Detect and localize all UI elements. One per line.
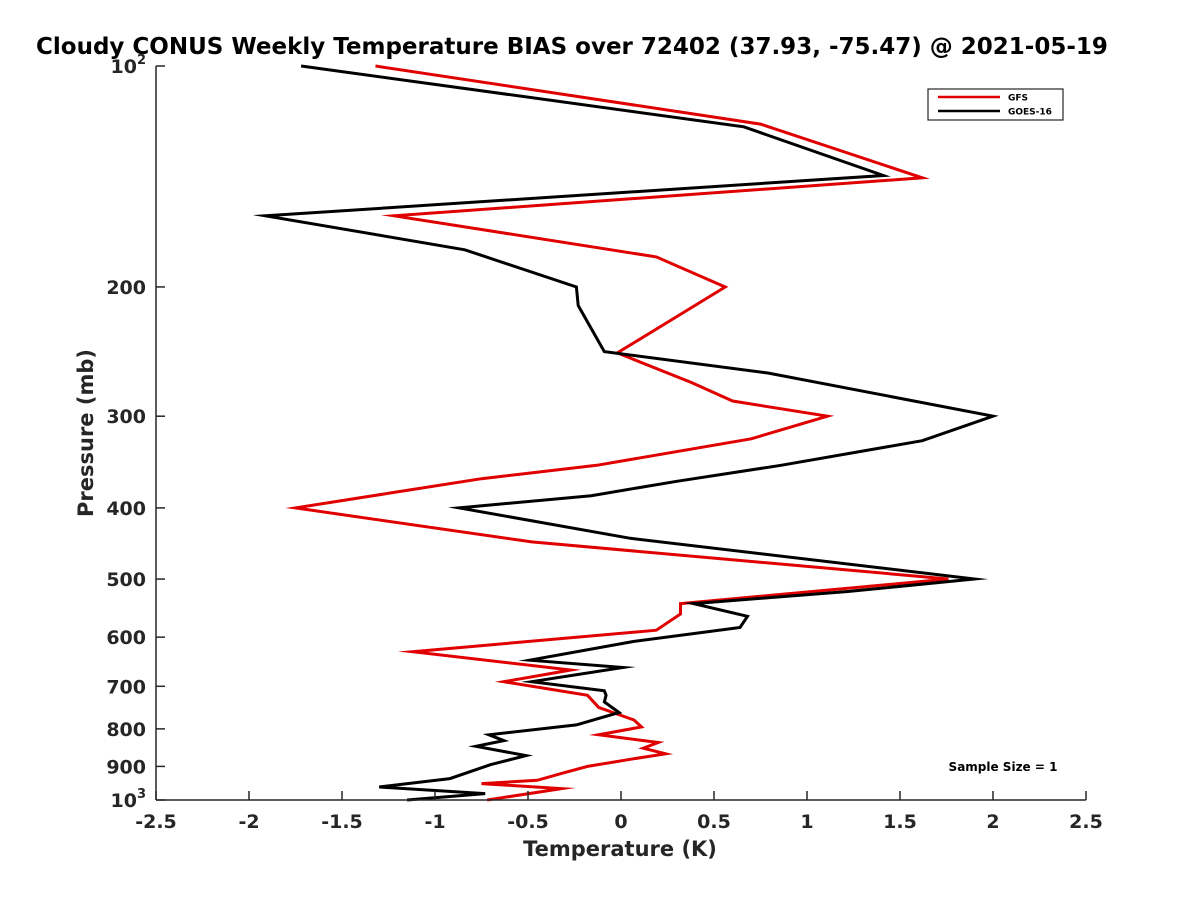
x-tick-label: -1 [424, 811, 445, 833]
x-tick-label: 0 [614, 811, 627, 833]
y-tick-label: 700 [106, 676, 146, 698]
x-tick-label: 2 [986, 811, 999, 833]
x-axis-label: Temperature (K) [523, 837, 717, 861]
y-tick-label: 900 [106, 756, 146, 778]
sample-size-annotation: Sample Size = 1 [949, 760, 1058, 774]
chart-title: Cloudy CONUS Weekly Temperature BIAS ove… [36, 34, 1108, 60]
x-tick-label: 1 [800, 811, 813, 833]
y-tick-label: 300 [106, 406, 146, 428]
legend-label: GFS [1008, 94, 1028, 104]
x-tick-label: -2.5 [135, 811, 177, 833]
legend: GFS GOES-16 [927, 88, 1064, 121]
x-tick-label: -2 [238, 811, 259, 833]
x-tick-label: 0.5 [697, 811, 731, 833]
x-tick-label: -1.5 [321, 811, 363, 833]
x-tick-label: 2.5 [1069, 811, 1103, 833]
y-axis-label: Pressure (mb) [74, 349, 98, 517]
series-line-1 [252, 64, 999, 802]
y-tick-label: 200 [106, 277, 146, 299]
y-tick-label: 103 [111, 787, 147, 812]
x-tick-label: 1.5 [883, 811, 917, 833]
y-tick-label: 600 [106, 627, 146, 649]
legend-label: GOES-16 [1008, 108, 1052, 118]
axes: -2.5 -2 -1.5 -1 -0.5 0 0.5 1 1.5 2 2.5 102 200 300 400… [106, 53, 1103, 833]
y-tick-label: 400 [106, 498, 146, 520]
y-tick-label: 102 [111, 53, 147, 78]
y-tick-label: 500 [106, 569, 146, 591]
series-line-0 [285, 64, 949, 802]
plot-lines [252, 64, 999, 802]
legend-box [927, 88, 1064, 121]
x-tick-label: -0.5 [507, 811, 549, 833]
y-tick-label: 800 [106, 719, 146, 741]
